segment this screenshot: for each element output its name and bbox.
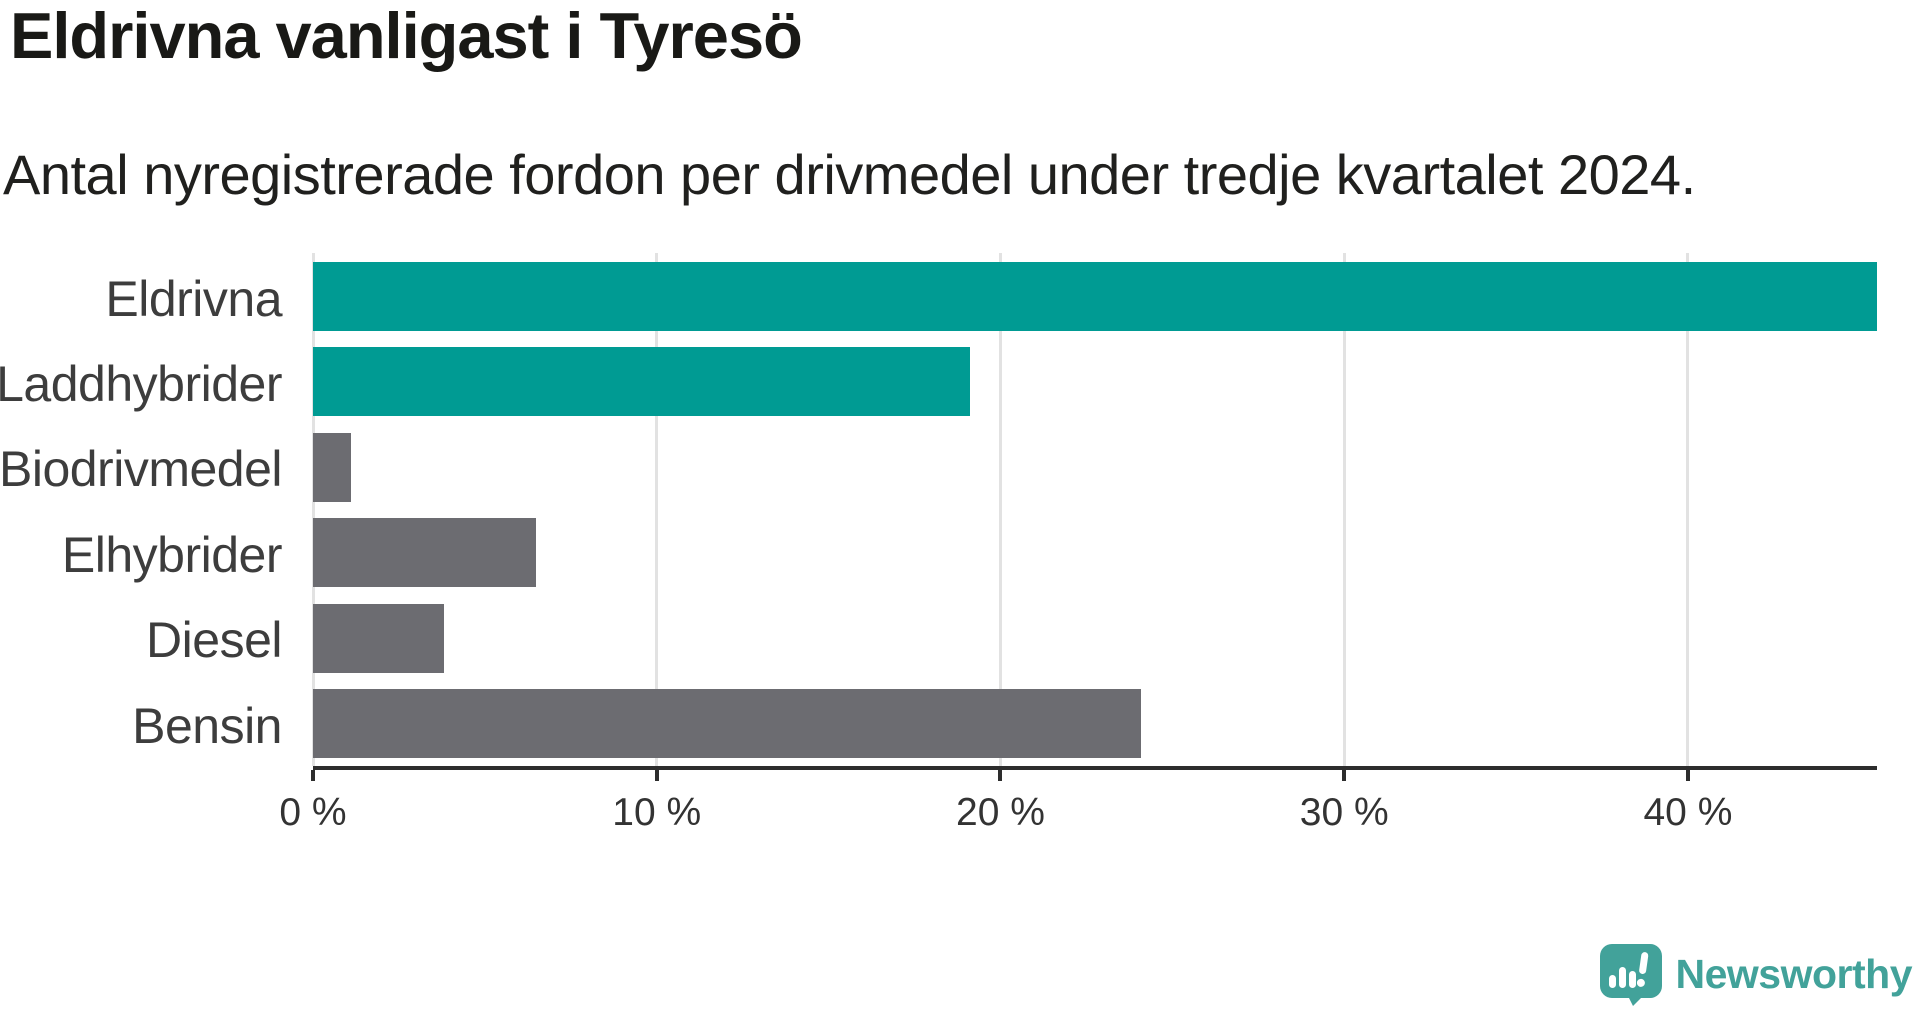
gridline-10 (655, 253, 659, 766)
gridline-0 (311, 253, 315, 766)
category-label-eldrivna: Eldrivna (105, 270, 282, 327)
bar-chart: 0 % 10 % 20 % 30 % 40 % Eldrivna Laddhybrider… (0, 253, 1920, 853)
gridline-30 (1342, 253, 1346, 766)
x-tick-label-0: 0 % (279, 791, 347, 834)
x-axis-line (313, 766, 1877, 770)
bar-bensin (313, 689, 1142, 758)
x-axis-tick-0 (311, 770, 315, 781)
newsworthy-wordmark: Newsworthy (1675, 950, 1913, 997)
chart-subtitle: Antal nyregistrerade fordon per drivmede… (3, 143, 1696, 206)
x-tick-label-30: 30 % (1299, 791, 1389, 834)
x-tick-label-20: 20 % (956, 791, 1045, 834)
x-tick-label-10: 10 % (612, 791, 702, 834)
category-label-laddhybrider: Laddhybrider (0, 355, 282, 412)
bar-laddhybrider (313, 347, 970, 417)
category-label-bensin: Bensin (132, 697, 282, 754)
plot-area: 0 % 10 % 20 % 30 % 40 % (279, 253, 1877, 834)
chart-title: Eldrivna vanligast i Tyresö (10, 0, 803, 72)
category-label-biodrivmedel: Biodrivmedel (0, 441, 283, 498)
x-axis-tick-10 (654, 770, 659, 781)
bar-elhybrider (313, 518, 537, 588)
category-label-diesel: Diesel (146, 612, 282, 669)
x-axis-tick-30 (1342, 770, 1347, 781)
bar-diesel (313, 603, 444, 673)
x-axis-tick-20 (998, 770, 1003, 781)
newsworthy-chart-bubble-icon (1599, 944, 1662, 1006)
gridline-20 (998, 253, 1002, 766)
bar-biodrivmedel (313, 432, 351, 502)
newsworthy-logo: Newsworthy (1596, 942, 1913, 1006)
x-axis-tick-40 (1685, 770, 1690, 781)
category-label-elhybrider: Elhybrider (61, 526, 283, 583)
x-tick-label-40: 40 % (1643, 791, 1733, 834)
gridline-40 (1686, 253, 1690, 766)
bar-eldrivna (313, 262, 1877, 331)
